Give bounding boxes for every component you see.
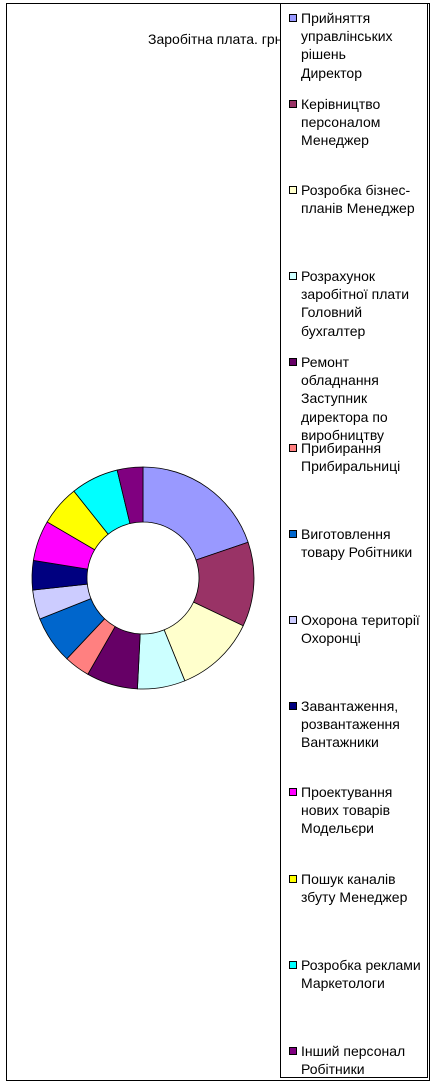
legend-label: Проектування нових товарів Модельєри <box>301 784 393 837</box>
legend-swatch <box>289 358 297 366</box>
legend-swatch <box>289 186 297 194</box>
legend-swatch <box>289 875 297 883</box>
legend-swatch <box>289 788 297 796</box>
legend-label: Розрахунок заробітної плати Головний бух… <box>301 268 410 339</box>
legend-label: Розробка реклами Маркетологи <box>301 957 421 992</box>
legend-label: Ремонт обладнання Заступник директора по… <box>301 354 388 443</box>
legend-label: Інший персонал Робітники <box>301 1043 406 1078</box>
doughnut-slice <box>142 466 249 561</box>
doughnut-slice <box>116 466 144 525</box>
legend-label: Прийняття управлінських рішень Директор <box>301 10 393 81</box>
legend-swatch <box>289 14 297 22</box>
legend-swatch <box>289 444 297 452</box>
legend-swatch <box>289 530 297 538</box>
legend-swatch <box>289 100 297 108</box>
legend-label: Керівництво персоналом Менеджер <box>301 96 381 149</box>
legend-label: Виготовлення товару Робітники <box>301 526 413 561</box>
chart-legend: Прийняття управлінських рішень Директор К… <box>280 3 428 1078</box>
legend-label: Завантаження, розвантаження Вантажники <box>301 698 400 751</box>
legend-swatch <box>289 961 297 969</box>
legend-label: Розробка бізнес-планів Менеджер <box>301 182 415 217</box>
legend-label: Пошук каналів збуту Менеджер <box>301 871 408 906</box>
legend-label: Прибирання Прибиральниці <box>301 440 401 475</box>
legend-label: Охорона території Охоронці <box>301 612 420 647</box>
legend-swatch <box>289 702 297 710</box>
chart-title: Заробітна плата. грн <box>148 31 283 47</box>
legend-swatch <box>289 616 297 624</box>
legend-swatch <box>289 272 297 280</box>
legend-swatch <box>289 1047 297 1055</box>
